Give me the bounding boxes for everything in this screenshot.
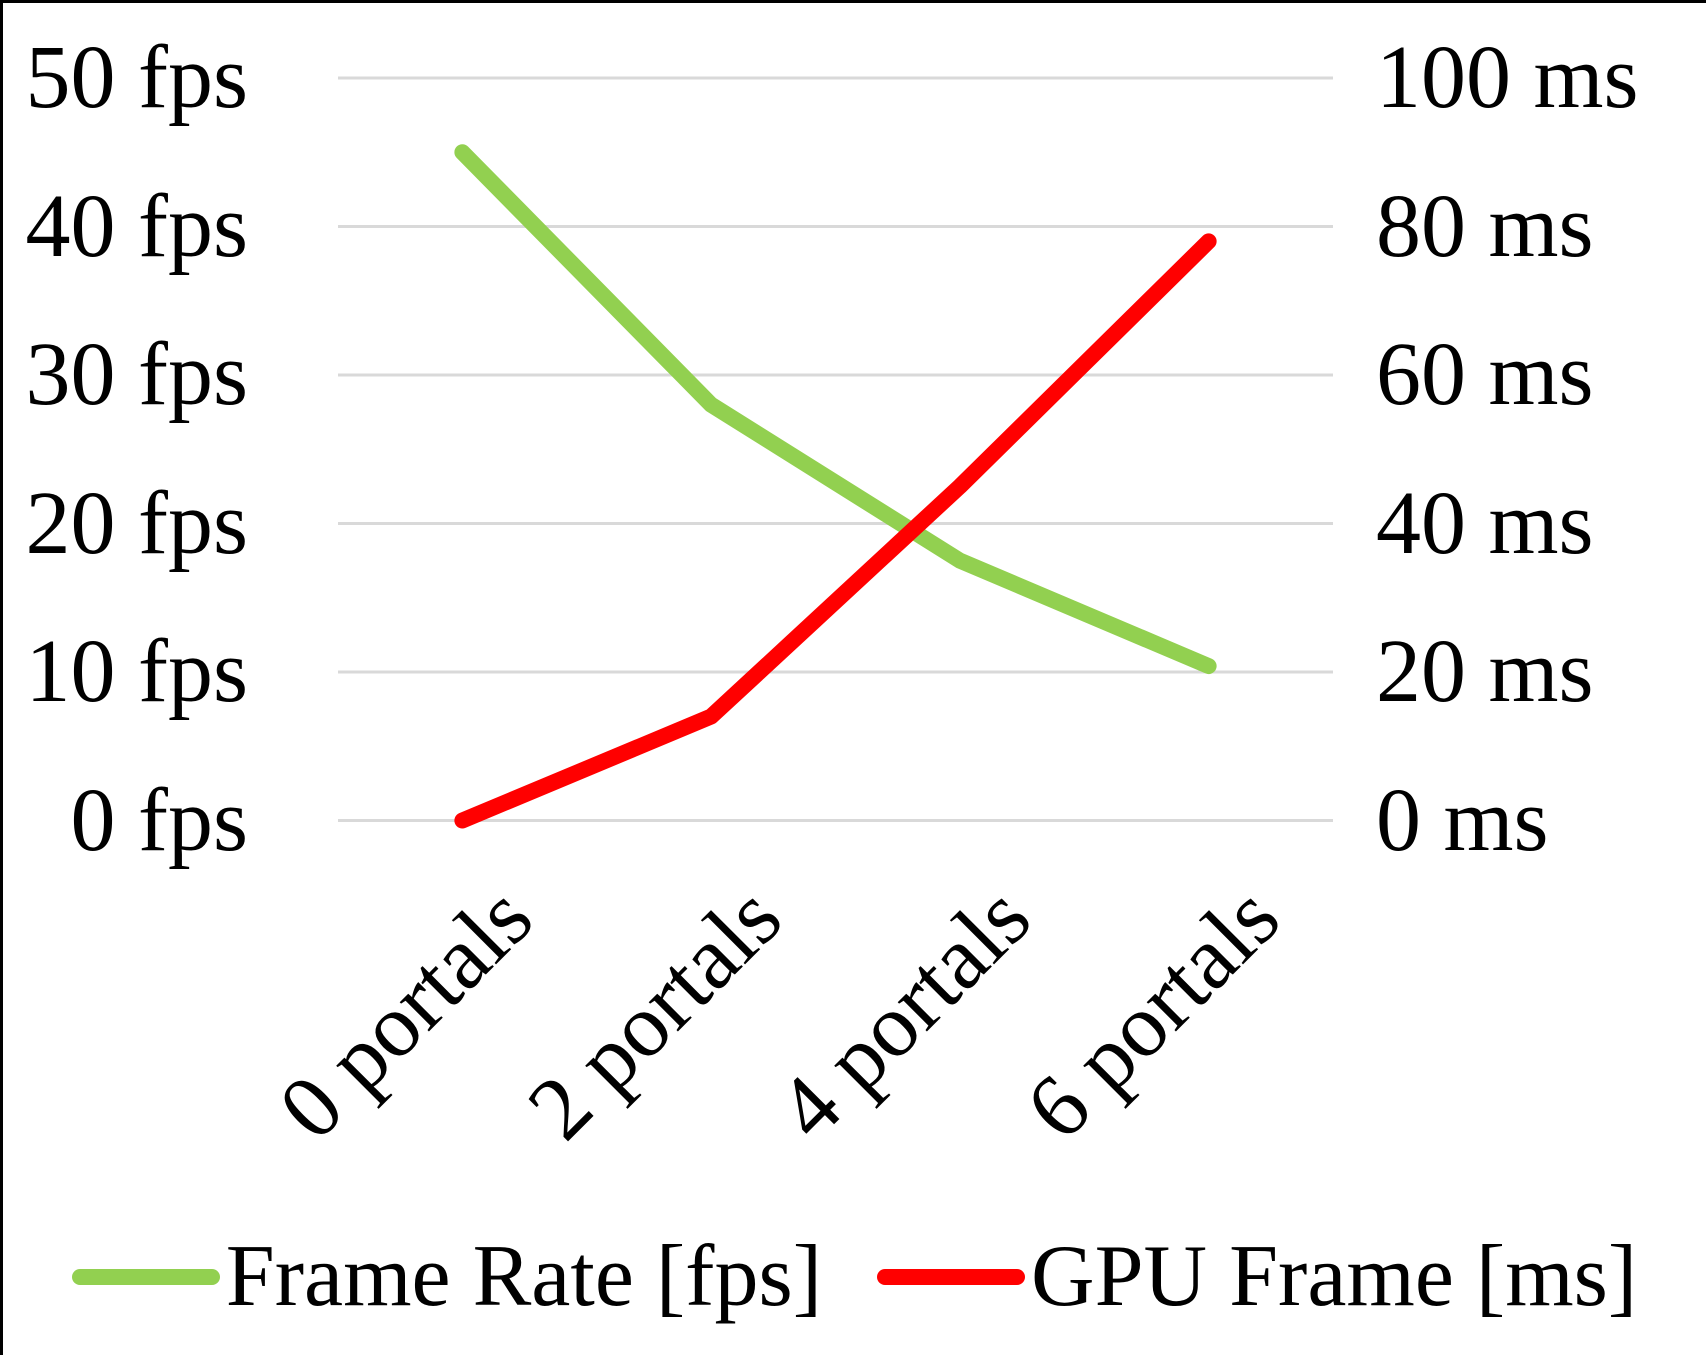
series-line-gpu-frame — [454, 233, 1217, 829]
y-axis-right-tick-label: 100 ms — [1376, 28, 1639, 127]
legend: Frame Rate [fps] GPU Frame [ms] — [3, 1227, 1706, 1327]
legend-label-frame-rate: Frame Rate [fps] — [225, 1228, 823, 1325]
y-axis-right-tick-label: 0 ms — [1376, 770, 1549, 870]
series-line-frame-rate — [454, 144, 1217, 675]
y-axis-right-tick-label: 40 ms — [1376, 473, 1594, 573]
y-axis-left-tick-label: 50 fps — [25, 28, 249, 127]
legend-swatch-gpu-frame — [877, 1269, 1026, 1285]
legend-item-gpu-frame: GPU Frame [ms] — [877, 1227, 1637, 1327]
y-axis-left-tick-label: 10 fps — [25, 622, 249, 721]
y-axis-left-tick-label: 20 fps — [25, 473, 249, 573]
legend-item-frame-rate: Frame Rate [fps] — [71, 1227, 823, 1327]
y-axis-right-tick-label: 60 ms — [1376, 325, 1594, 424]
y-axis-left-tick-label: 30 fps — [25, 325, 249, 424]
y-axis-left-tick-label: 40 fps — [25, 176, 249, 276]
chart-plot-area — [338, 76, 1333, 829]
legend-label-gpu-frame: GPU Frame [ms] — [1031, 1228, 1638, 1325]
y-axis-right-tick-label: 20 ms — [1376, 622, 1594, 721]
legend-swatch-frame-rate — [71, 1269, 220, 1285]
y-axis-left-tick-label: 0 fps — [70, 770, 249, 870]
y-axis-right-tick-label: 80 ms — [1376, 176, 1594, 276]
